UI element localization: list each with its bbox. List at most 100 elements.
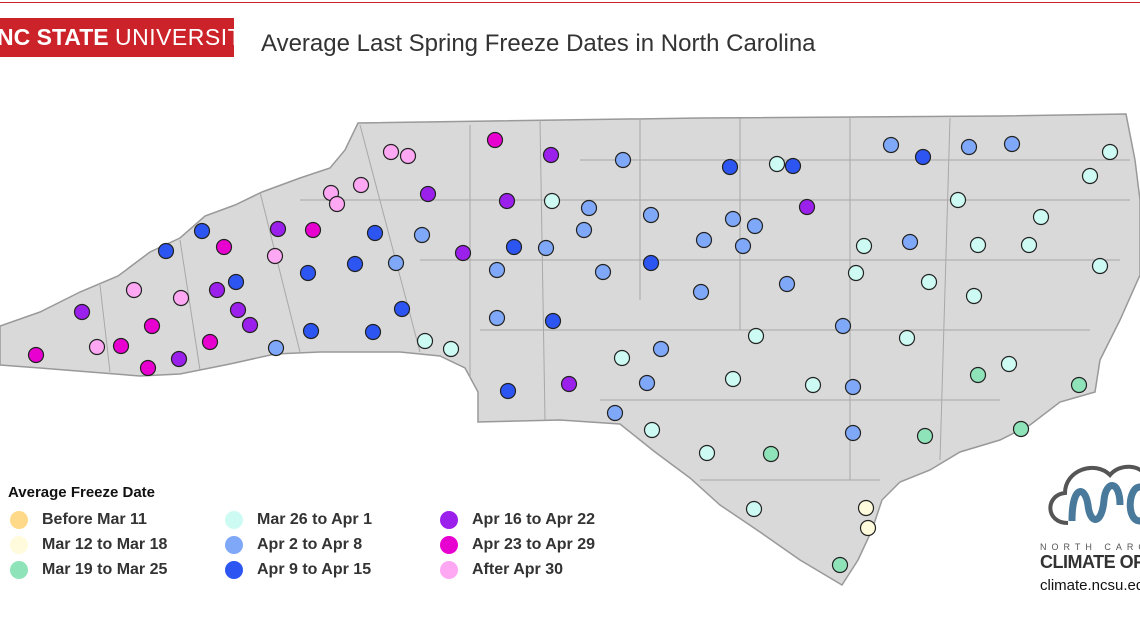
station-marker[interactable] bbox=[594, 263, 612, 281]
station-marker[interactable] bbox=[27, 346, 45, 364]
station-marker[interactable] bbox=[768, 155, 786, 173]
station-marker[interactable] bbox=[454, 244, 472, 262]
station-marker[interactable] bbox=[857, 499, 875, 517]
station-marker[interactable] bbox=[638, 374, 656, 392]
station-marker[interactable] bbox=[575, 221, 593, 239]
station-marker[interactable] bbox=[747, 327, 765, 345]
website-link[interactable]: climate.ncsu.edu bbox=[1040, 577, 1140, 594]
station-marker[interactable] bbox=[488, 309, 506, 327]
station-marker[interactable] bbox=[299, 264, 317, 282]
station-marker[interactable] bbox=[1032, 208, 1050, 226]
station-marker[interactable] bbox=[366, 224, 384, 242]
station-marker[interactable] bbox=[614, 151, 632, 169]
station-marker[interactable] bbox=[721, 158, 739, 176]
station-marker[interactable] bbox=[505, 238, 523, 256]
station-marker[interactable] bbox=[745, 500, 763, 518]
station-marker[interactable] bbox=[642, 206, 660, 224]
station-marker[interactable] bbox=[537, 239, 555, 257]
station-marker[interactable] bbox=[413, 226, 431, 244]
station-marker[interactable] bbox=[734, 237, 752, 255]
station-marker[interactable] bbox=[901, 233, 919, 251]
station-marker[interactable] bbox=[960, 138, 978, 156]
station-marker[interactable] bbox=[266, 247, 284, 265]
station-marker[interactable] bbox=[170, 350, 188, 368]
station-marker[interactable] bbox=[898, 329, 916, 347]
station-marker[interactable] bbox=[73, 303, 91, 321]
station-marker[interactable] bbox=[143, 317, 161, 335]
station-marker[interactable] bbox=[399, 147, 417, 165]
station-marker[interactable] bbox=[486, 131, 504, 149]
station-marker[interactable] bbox=[193, 222, 211, 240]
station-marker[interactable] bbox=[393, 300, 411, 318]
station-marker[interactable] bbox=[201, 333, 219, 351]
station-marker[interactable] bbox=[1000, 355, 1018, 373]
station-marker[interactable] bbox=[914, 148, 932, 166]
station-marker[interactable] bbox=[1003, 135, 1021, 153]
station-marker[interactable] bbox=[488, 261, 506, 279]
station-marker[interactable] bbox=[328, 195, 346, 213]
station-marker[interactable] bbox=[916, 427, 934, 445]
station-marker[interactable] bbox=[499, 382, 517, 400]
station-marker[interactable] bbox=[498, 192, 516, 210]
station-marker[interactable] bbox=[346, 255, 364, 273]
station-marker[interactable] bbox=[416, 332, 434, 350]
station-marker[interactable] bbox=[267, 339, 285, 357]
station-marker[interactable] bbox=[834, 317, 852, 335]
station-marker[interactable] bbox=[746, 217, 764, 235]
station-marker[interactable] bbox=[125, 281, 143, 299]
station-marker[interactable] bbox=[882, 136, 900, 154]
station-marker[interactable] bbox=[542, 146, 560, 164]
station-marker[interactable] bbox=[859, 519, 877, 537]
station-marker[interactable] bbox=[139, 359, 157, 377]
station-marker[interactable] bbox=[762, 445, 780, 463]
station-marker[interactable] bbox=[1101, 143, 1119, 161]
station-marker[interactable] bbox=[1091, 257, 1109, 275]
station-marker[interactable] bbox=[920, 273, 938, 291]
station-marker[interactable] bbox=[969, 366, 987, 384]
station-marker[interactable] bbox=[227, 273, 245, 291]
station-marker[interactable] bbox=[1070, 376, 1088, 394]
station-marker[interactable] bbox=[855, 237, 873, 255]
station-marker[interactable] bbox=[724, 370, 742, 388]
station-marker[interactable] bbox=[229, 301, 247, 319]
station-marker[interactable] bbox=[698, 444, 716, 462]
station-marker[interactable] bbox=[847, 264, 865, 282]
station-marker[interactable] bbox=[692, 283, 710, 301]
station-marker[interactable] bbox=[269, 220, 287, 238]
station-marker[interactable] bbox=[157, 242, 175, 260]
station-marker[interactable] bbox=[387, 254, 405, 272]
station-marker[interactable] bbox=[88, 338, 106, 356]
station-marker[interactable] bbox=[208, 281, 226, 299]
station-marker[interactable] bbox=[606, 404, 624, 422]
station-marker[interactable] bbox=[949, 191, 967, 209]
station-marker[interactable] bbox=[804, 376, 822, 394]
station-marker[interactable] bbox=[969, 236, 987, 254]
station-marker[interactable] bbox=[172, 289, 190, 307]
station-marker[interactable] bbox=[304, 221, 322, 239]
station-marker[interactable] bbox=[642, 254, 660, 272]
station-marker[interactable] bbox=[613, 349, 631, 367]
station-marker[interactable] bbox=[560, 375, 578, 393]
station-marker[interactable] bbox=[784, 157, 802, 175]
station-marker[interactable] bbox=[965, 287, 983, 305]
station-marker[interactable] bbox=[778, 275, 796, 293]
station-marker[interactable] bbox=[352, 176, 370, 194]
station-marker[interactable] bbox=[241, 316, 259, 334]
station-marker[interactable] bbox=[442, 340, 460, 358]
station-marker[interactable] bbox=[844, 378, 862, 396]
station-marker[interactable] bbox=[798, 198, 816, 216]
station-marker[interactable] bbox=[215, 238, 233, 256]
station-marker[interactable] bbox=[1020, 236, 1038, 254]
station-marker[interactable] bbox=[1012, 420, 1030, 438]
station-marker[interactable] bbox=[643, 421, 661, 439]
station-marker[interactable] bbox=[112, 337, 130, 355]
station-marker[interactable] bbox=[543, 192, 561, 210]
station-marker[interactable] bbox=[724, 210, 742, 228]
station-marker[interactable] bbox=[580, 199, 598, 217]
station-marker[interactable] bbox=[1081, 167, 1099, 185]
station-marker[interactable] bbox=[652, 340, 670, 358]
station-marker[interactable] bbox=[382, 143, 400, 161]
station-marker[interactable] bbox=[364, 323, 382, 341]
station-marker[interactable] bbox=[302, 322, 320, 340]
station-marker[interactable] bbox=[844, 424, 862, 442]
